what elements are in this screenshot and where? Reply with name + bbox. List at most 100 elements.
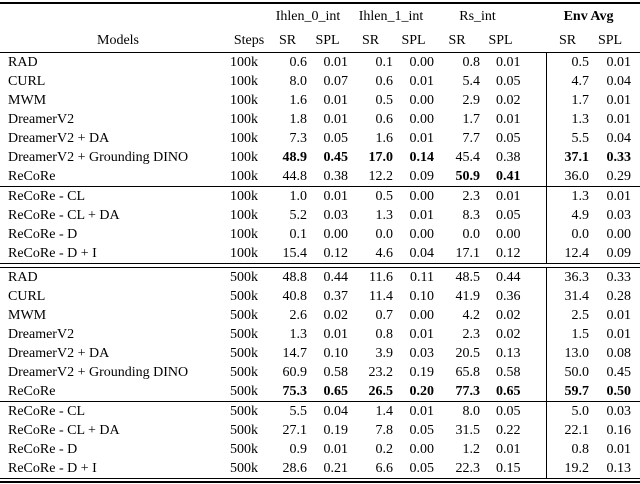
- value-cell: 1.4: [375, 404, 394, 419]
- col-group-env-avg: Env Avg: [563, 8, 614, 24]
- col-header-models: Models: [97, 32, 139, 48]
- value-cell: 0.41: [496, 169, 521, 184]
- value-cell: 11.4: [369, 289, 394, 304]
- value-cell: 48.9: [282, 150, 308, 165]
- col-header-spl: SPL: [597, 32, 623, 48]
- table-row: ReCoRe - D 500k 0.9 0.01 0.2 0.00 1.2 0.01 0.8 0.…: [0, 440, 640, 459]
- value-cell: 0.01: [409, 404, 435, 419]
- model-cell: ReCoRe - CL: [8, 189, 85, 204]
- value-cell: 0.1: [375, 55, 394, 70]
- value-cell: 0.65: [323, 384, 349, 399]
- value-cell: 0.00: [409, 442, 435, 457]
- value-cell: 0.01: [496, 55, 521, 70]
- value-cell: 0.5: [375, 93, 394, 108]
- value-cell: 0.01: [409, 208, 435, 223]
- value-cell: 0.29: [606, 169, 632, 184]
- value-cell: 0.00: [409, 189, 435, 204]
- value-cell: 36.0: [545, 167, 590, 187]
- value-cell: 60.9: [282, 365, 308, 380]
- value-cell: 17.0: [368, 150, 394, 165]
- value-cell: 27.1: [282, 423, 308, 438]
- group-header-spacer: [0, 3, 268, 29]
- model-cell: DreamerV2: [8, 112, 75, 127]
- value-cell: 0.6: [375, 112, 394, 127]
- value-cell: 0.45: [606, 365, 632, 380]
- value-cell: 0.0: [462, 227, 481, 242]
- value-cell: 7.3: [289, 131, 308, 146]
- model-cell: DreamerV2 + DA: [8, 346, 110, 361]
- value-cell: 0.12: [496, 246, 521, 261]
- value-cell: 0.05: [409, 461, 435, 476]
- value-cell: 0.28: [606, 289, 632, 304]
- value-cell: 0.05: [409, 423, 435, 438]
- col-header-spl: SPL: [401, 32, 426, 48]
- steps-cell: 100k: [230, 74, 258, 89]
- value-cell: 7.8: [375, 423, 394, 438]
- value-cell: 22.3: [455, 461, 481, 476]
- col-header-sr: SR: [361, 32, 380, 48]
- value-cell: 12.2: [368, 169, 394, 184]
- section-500k-ablations: ReCoRe - CL 500k 5.5 0.04 1.4 0.01 8.0 0.05 5.0 0…: [0, 401, 640, 479]
- value-cell: 0.0: [545, 225, 590, 244]
- model-cell: DreamerV2 + Grounding DINO: [8, 150, 189, 165]
- steps-cell: 500k: [230, 365, 258, 380]
- value-cell: 0.38: [323, 169, 349, 184]
- value-cell: 0.05: [496, 404, 521, 419]
- value-cell: 0.20: [409, 384, 435, 399]
- table-row: DreamerV2 100k 1.8 0.01 0.6 0.00 1.7 0.01 1.3 0.0…: [0, 110, 640, 129]
- table-row: DreamerV2 500k 1.3 0.01 0.8 0.01 2.3 0.02 1.5 0.0…: [0, 325, 640, 344]
- value-cell: 2.6: [289, 308, 308, 323]
- value-cell: 3.9: [375, 346, 394, 361]
- value-cell: 0.04: [606, 74, 632, 89]
- value-cell: 0.6: [289, 55, 308, 70]
- table-row: ReCoRe - CL + DA 500k 27.1 0.19 7.8 0.05 31.5 0…: [0, 421, 640, 440]
- value-cell: 0.01: [496, 442, 521, 457]
- model-cell: ReCoRe - D: [8, 227, 78, 242]
- steps-cell: 100k: [230, 208, 258, 223]
- value-cell: 11.6: [369, 270, 394, 285]
- value-cell: 0.07: [323, 74, 349, 89]
- table-row: ReCoRe 100k 44.8 0.38 12.2 0.09 50.9 0.41 36.0 0.…: [0, 167, 640, 187]
- value-cell: 0.58: [496, 365, 521, 380]
- value-cell: 0.01: [323, 327, 349, 342]
- value-cell: 4.2: [462, 308, 481, 323]
- steps-cell: 100k: [230, 189, 258, 204]
- value-cell: 31.5: [455, 423, 481, 438]
- value-cell: 0.04: [606, 131, 632, 146]
- model-cell: RAD: [8, 270, 38, 285]
- value-cell: 0.00: [606, 227, 632, 242]
- model-cell: CURL: [8, 74, 46, 89]
- value-cell: 1.7: [545, 91, 590, 110]
- model-cell: MWM: [8, 93, 47, 108]
- value-cell: 45.4: [455, 150, 481, 165]
- steps-cell: 100k: [230, 246, 258, 261]
- model-cell: DreamerV2: [8, 327, 75, 342]
- table-row: DreamerV2 + DA 100k 7.3 0.05 1.6 0.01 7.7 0.05 5…: [0, 129, 640, 148]
- table-row: DreamerV2 + Grounding DINO 500k 60.9 0.58 23…: [0, 363, 640, 382]
- value-cell: 13.0: [545, 344, 590, 363]
- col-header-sr: SR: [278, 32, 297, 48]
- value-cell: 2.5: [545, 306, 590, 325]
- section-500k-main: RAD 500k 48.8 0.44 11.6 0.11 48.5 0.44 36.3 0.33 C…: [0, 267, 640, 402]
- value-cell: 5.0: [545, 401, 590, 421]
- value-cell: 0.01: [606, 308, 632, 323]
- table-row: MWM 500k 2.6 0.02 0.7 0.00 4.2 0.02 2.5 0.01: [0, 306, 640, 325]
- steps-cell: 100k: [230, 227, 258, 242]
- steps-cell: 100k: [230, 55, 258, 70]
- value-cell: 0.03: [606, 404, 632, 419]
- steps-cell: 100k: [230, 169, 258, 184]
- value-cell: 0.00: [409, 227, 435, 242]
- value-cell: 0.44: [323, 270, 349, 285]
- model-cell: ReCoRe - D + I: [8, 246, 97, 261]
- value-cell: 0.0: [375, 227, 394, 242]
- group-header-row: Ihlen_0_int Ihlen_1_int Rs_int Env Avg: [0, 3, 640, 29]
- value-cell: 5.5: [545, 129, 590, 148]
- value-cell: 1.3: [375, 208, 394, 223]
- value-cell: 0.05: [496, 208, 521, 223]
- value-cell: 0.8: [375, 327, 394, 342]
- model-cell: ReCoRe - CL: [8, 404, 85, 419]
- table-row: MWM 100k 1.6 0.01 0.5 0.00 2.9 0.02 1.7 0.01: [0, 91, 640, 110]
- value-cell: 0.15: [496, 461, 521, 476]
